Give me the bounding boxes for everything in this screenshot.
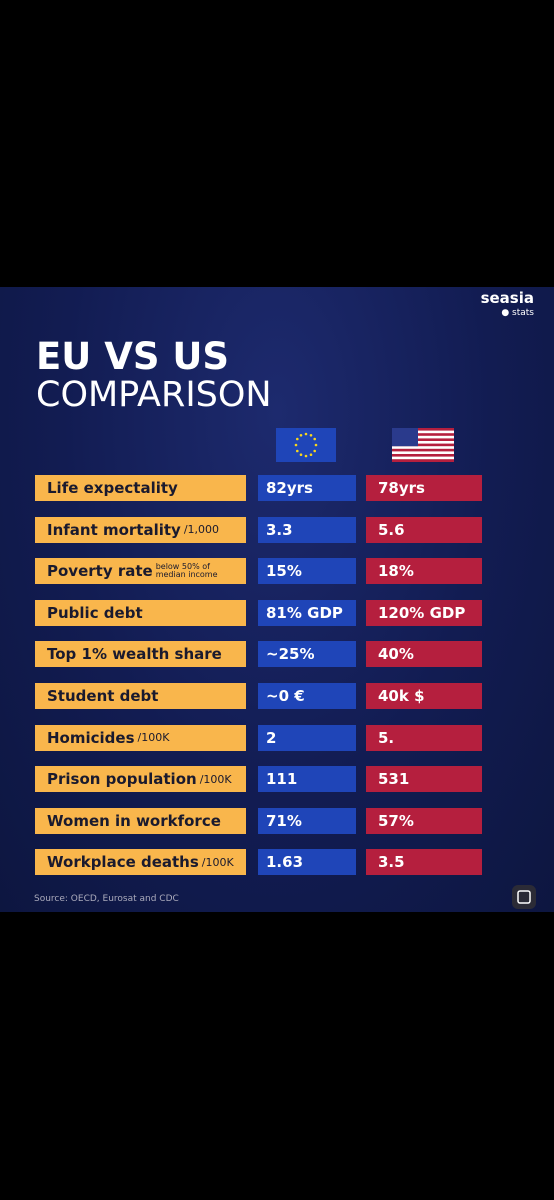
- us-value: 5.6: [366, 516, 482, 543]
- us-value: 531: [366, 766, 482, 793]
- row-label-cell: Public debt: [35, 599, 246, 626]
- row-unit: /100K: [137, 731, 170, 745]
- row-label: Life expectality: [47, 479, 178, 497]
- us-value: 5.: [366, 724, 482, 751]
- row-label-cell: Prison population/100K: [35, 766, 246, 793]
- row-unit: /100K: [199, 772, 232, 786]
- row-label: Poverty rate: [47, 562, 153, 581]
- infographic: seasia ● stats EU VS US COMPARISON Life …: [0, 287, 554, 912]
- brand-sub: ● stats: [501, 308, 534, 318]
- us-flag: [392, 428, 454, 462]
- us-value: 18%: [366, 558, 482, 585]
- row-label-cell: Homicides/100K: [35, 724, 246, 751]
- row-label-cell: Women in workforce: [35, 807, 246, 834]
- row-unit: below 50% of median income: [155, 562, 218, 580]
- us-value: 3.5: [366, 849, 482, 876]
- source: Source: OECD, Eurosat and CDC: [34, 894, 179, 904]
- row-label: Public debt: [47, 603, 143, 622]
- eu-value: 2: [258, 724, 356, 751]
- eu-value: 111: [258, 766, 356, 793]
- brand-sub-text: stats: [512, 308, 534, 318]
- row-label-cell: Top 1% wealth share: [35, 641, 246, 668]
- eu-flag: [276, 428, 336, 462]
- eu-value: ~0 €: [258, 683, 356, 709]
- eu-value: 3.3: [258, 516, 356, 543]
- row-label-cell: Poverty rate below 50% of median income: [35, 558, 246, 585]
- eu-value: 15%: [258, 558, 356, 585]
- eu-value: ~25%: [258, 641, 356, 668]
- eu-value: 71%: [258, 807, 356, 834]
- us-value: 40k $: [366, 683, 482, 709]
- row-label-cell: Infant mortality/1,000: [35, 516, 246, 543]
- row-label: Workplace deaths: [47, 853, 199, 872]
- row-label: Top 1% wealth share: [47, 645, 222, 664]
- row-label-cell: Workplace deaths/100K: [35, 849, 246, 876]
- row-label: Homicides: [47, 728, 135, 747]
- brand: seasia ● stats: [481, 291, 534, 321]
- edit-icon[interactable]: [512, 885, 536, 909]
- row-unit: /100K: [201, 855, 234, 869]
- us-value: 57%: [366, 807, 482, 834]
- row-label: Prison population: [47, 770, 197, 789]
- row-unit: /1,000: [183, 523, 220, 537]
- eu-value: 1.63: [258, 849, 356, 876]
- row-label: Women in workforce: [47, 811, 221, 830]
- eu-value: 81% GDP: [258, 599, 356, 626]
- row-label-cell: Student debt: [35, 683, 246, 709]
- row-label-cell: Life expectality: [35, 475, 246, 501]
- us-value: 40%: [366, 641, 482, 668]
- row-label: Infant mortality: [47, 520, 181, 539]
- brand-name: seasia: [480, 289, 534, 307]
- subtitle: COMPARISON: [36, 375, 272, 415]
- us-value: 78yrs: [366, 475, 482, 501]
- eu-value: 82yrs: [258, 475, 356, 501]
- row-label: Student debt: [47, 687, 159, 705]
- us-value: 120% GDP: [366, 599, 482, 626]
- title: EU VS US: [36, 335, 230, 378]
